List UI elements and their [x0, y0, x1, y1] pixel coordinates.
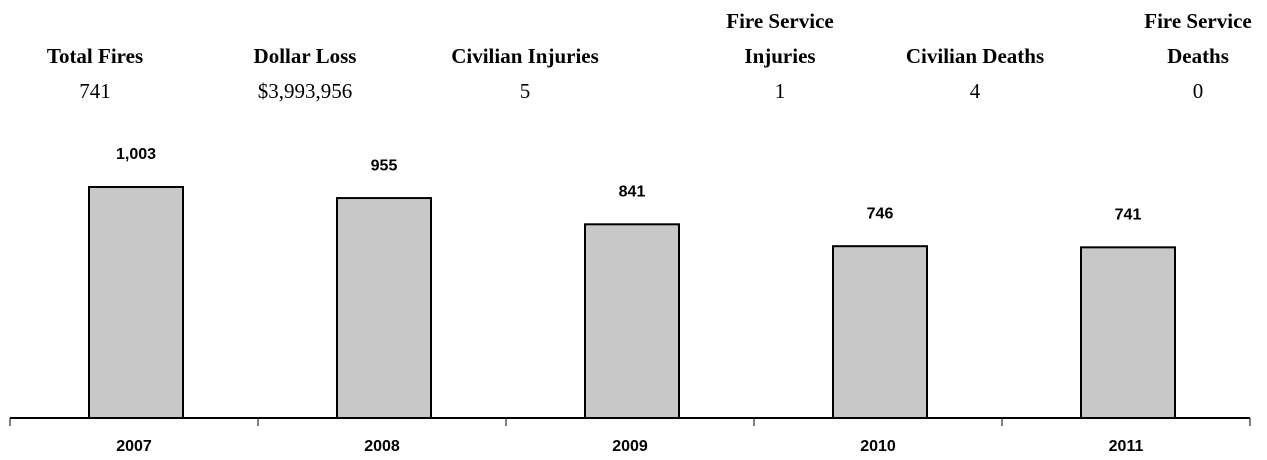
stat-label: Fire Service Deaths	[1144, 9, 1252, 68]
data-label: 746	[867, 205, 894, 222]
stat-value: 1	[774, 79, 786, 103]
stat: Civilian Injuries 5	[405, 0, 645, 108]
bar	[832, 245, 928, 419]
data-label: 741	[1115, 207, 1142, 224]
data-label: 955	[371, 157, 398, 174]
stat-value: 0	[1192, 79, 1204, 103]
stat-label: Fire Service Injuries	[726, 9, 834, 68]
stat-value: 741	[79, 79, 111, 103]
stat: Fire Service Injuries 1	[705, 0, 855, 108]
bar	[1080, 246, 1176, 419]
data-label: 841	[619, 184, 646, 201]
bar	[584, 223, 680, 419]
stat: Civilian Deaths 4	[855, 0, 1095, 108]
stat-label: Civilian Deaths	[905, 44, 1045, 68]
x-tick-label: 2008	[364, 438, 400, 455]
stat: Dollar Loss $3,993,956	[185, 0, 425, 108]
stat-label: Total Fires	[46, 44, 144, 68]
stat-label: Dollar Loss	[253, 44, 357, 68]
stat: Total Fires 741	[0, 0, 215, 108]
x-tick-label: 2009	[612, 438, 648, 455]
stat-value: 5	[519, 79, 531, 103]
x-tick-label: 2007	[116, 438, 152, 455]
data-label: 1,003	[116, 146, 156, 163]
stat: Fire Service Deaths 0	[1123, 0, 1267, 108]
stat-value: $3,993,956	[257, 79, 353, 103]
stat-label: Civilian Injuries	[451, 44, 599, 68]
x-tick-label: 2010	[860, 438, 896, 455]
stat-value: 4	[969, 79, 981, 103]
x-tick-label: 2011	[1109, 438, 1144, 455]
bar	[336, 197, 432, 419]
bar	[88, 186, 184, 419]
